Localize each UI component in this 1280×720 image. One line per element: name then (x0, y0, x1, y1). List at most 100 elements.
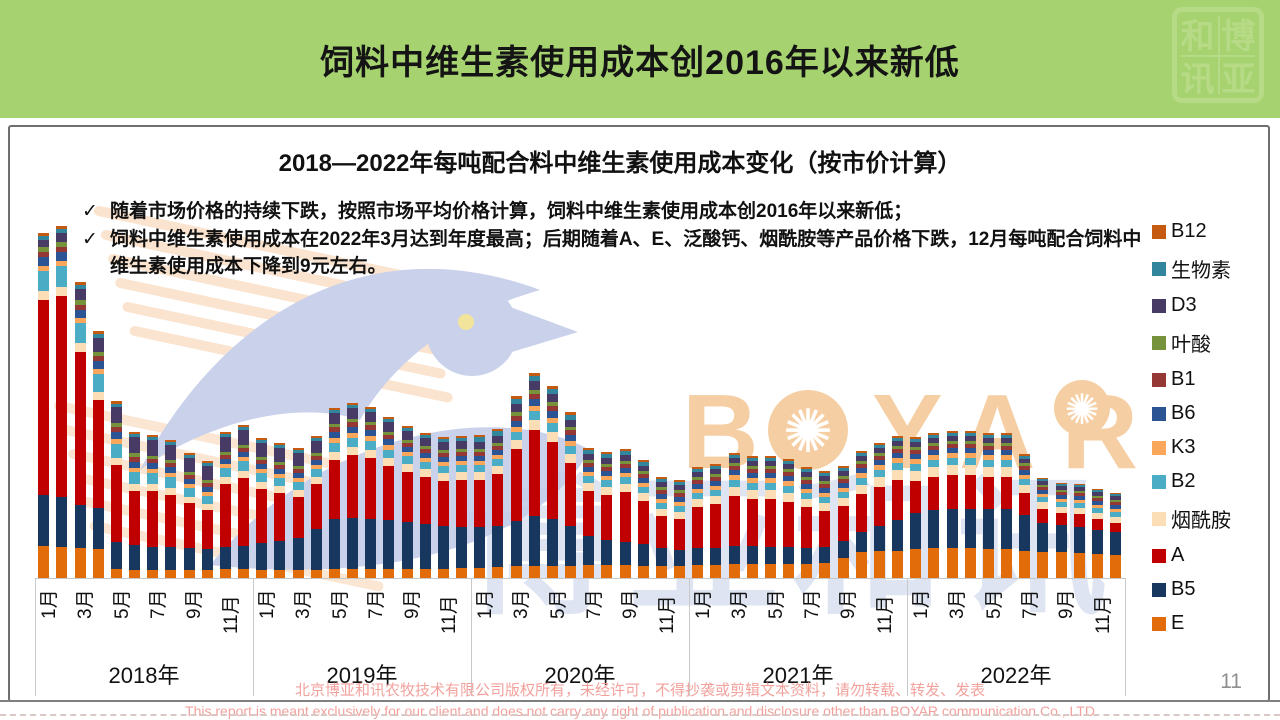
legend-label: 生物素 (1171, 260, 1231, 282)
bar-2021-10 (855, 451, 867, 578)
segment-B2 (1110, 512, 1122, 517)
segment-B2 (474, 465, 486, 472)
copyright-cn: 北京博亚和讯农牧技术有限公司版权所有，未经许可，不得抄袭或剪辑文本资料，请勿转载… (294, 682, 985, 699)
bar-2019-2 (274, 443, 286, 578)
segment-B2 (419, 462, 431, 469)
segment-生物素 (946, 433, 958, 436)
segment-烟酰胺 (110, 458, 122, 465)
segment-B5 (328, 519, 340, 569)
bar-2021-9 (837, 466, 849, 578)
segment-B5 (365, 519, 377, 569)
segment-E (801, 564, 813, 578)
segment-A (655, 516, 667, 548)
segment-叶酸 (783, 469, 795, 472)
segment-K3 (764, 478, 776, 483)
segment-D3 (183, 458, 195, 472)
bar-2019-3 (292, 448, 304, 578)
segment-烟酰胺 (946, 465, 958, 475)
segment-叶酸 (801, 477, 813, 480)
segment-B5 (764, 547, 776, 564)
segment-K3 (710, 486, 722, 490)
segment-K3 (1110, 509, 1122, 512)
segment-B5 (92, 508, 104, 549)
segment-生物素 (892, 438, 904, 441)
segment-烟酰胺 (674, 512, 686, 519)
bar-2019-4 (310, 436, 322, 578)
segment-B6 (619, 468, 631, 473)
segment-B1 (928, 446, 940, 450)
segment-B5 (746, 546, 758, 564)
segment-B12 (1073, 484, 1085, 485)
segment-B1 (637, 474, 649, 478)
segment-A (292, 497, 304, 538)
segment-D3 (110, 407, 122, 423)
segment-D3 (528, 381, 540, 390)
segment-B2 (764, 483, 776, 490)
segment-A (964, 475, 976, 509)
segment-B5 (147, 547, 159, 570)
segment-B12 (674, 480, 686, 482)
segment-E (583, 565, 595, 578)
segment-B1 (801, 480, 813, 484)
segment-D3 (710, 469, 722, 474)
segment-B2 (583, 476, 595, 483)
segment-D3 (674, 485, 686, 490)
segment-D3 (728, 458, 740, 463)
segment-B6 (655, 494, 667, 499)
segment-烟酰胺 (801, 499, 813, 507)
bar-2019-7 (365, 407, 377, 578)
bar-2020-8 (601, 452, 613, 578)
segment-K3 (892, 458, 904, 463)
segment-B12 (855, 451, 867, 453)
bar-2020-10 (637, 460, 649, 578)
seal-divider-horizontal (1181, 55, 1255, 57)
segment-生物素 (674, 482, 686, 485)
segment-B2 (619, 477, 631, 484)
segment-B5 (1001, 509, 1013, 549)
segment-B12 (38, 233, 50, 236)
segment-B2 (1055, 502, 1067, 507)
legend-label: 叶酸 (1171, 334, 1211, 356)
seal-char: 讯 (1180, 61, 1215, 99)
segment-B2 (56, 266, 68, 287)
segment-B2 (910, 464, 922, 471)
segment-D3 (619, 455, 631, 461)
segment-B6 (728, 470, 740, 475)
bar-2022-8 (1037, 478, 1049, 578)
legend-swatch-icon (1152, 224, 1166, 239)
bullet-text: 饲料中维生素使用成本在2022年3月达到年度最高；后期随着A、E、泛酸钙、烟酰胺… (110, 228, 1142, 278)
segment-叶酸 (674, 490, 686, 493)
segment-K3 (692, 489, 704, 493)
bar-2021-1 (692, 467, 704, 578)
segment-B12 (910, 437, 922, 439)
segment-B6 (1019, 470, 1031, 475)
segment-K3 (1091, 505, 1103, 508)
segment-B5 (129, 545, 141, 570)
segment-叶酸 (910, 447, 922, 450)
segment-B2 (982, 460, 994, 467)
segment-生物素 (1055, 484, 1067, 486)
segment-叶酸 (1001, 443, 1013, 446)
segment-B6 (1110, 505, 1122, 509)
segment-D3 (92, 338, 104, 352)
segment-B1 (1055, 492, 1067, 495)
segment-B5 (292, 538, 304, 570)
bar-2019-1 (256, 438, 268, 578)
segment-K3 (728, 475, 740, 480)
segment-A (183, 503, 195, 548)
segment-叶酸 (710, 474, 722, 477)
legend-item-D3: D3 (1152, 294, 1231, 317)
segment-生物素 (565, 415, 577, 420)
segment-B6 (837, 483, 849, 488)
segment-B5 (837, 541, 849, 558)
legend-swatch-icon (1152, 440, 1166, 455)
segment-B2 (837, 492, 849, 498)
segment-烟酰胺 (892, 470, 904, 480)
segment-B12 (546, 386, 558, 389)
segment-烟酰胺 (165, 488, 177, 495)
segment-E (728, 564, 740, 578)
bar-2019-5 (328, 408, 340, 578)
segment-K3 (910, 459, 922, 464)
bar-2022-1 (910, 437, 922, 578)
segment-B5 (474, 527, 486, 568)
